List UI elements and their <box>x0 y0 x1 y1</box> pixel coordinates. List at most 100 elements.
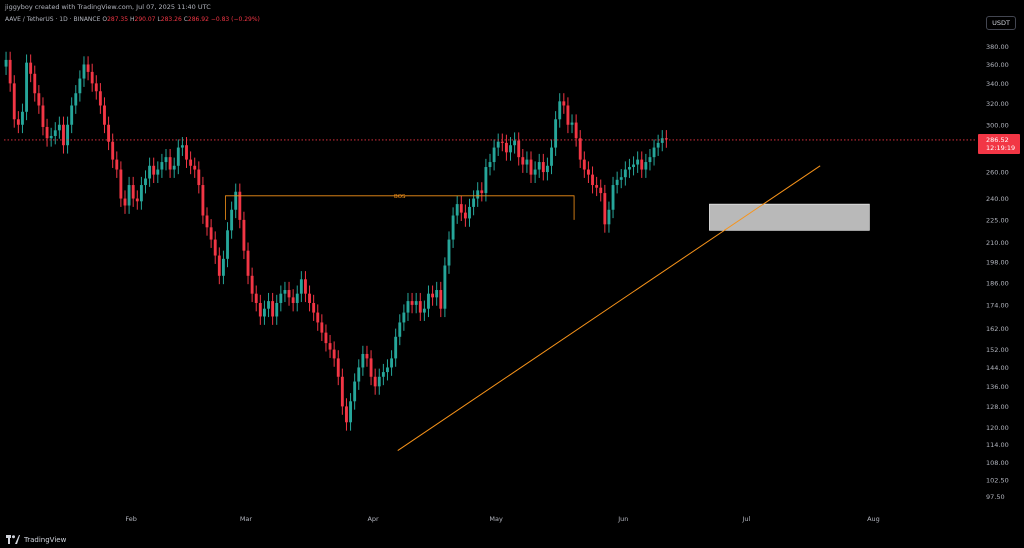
price-axis[interactable]: 380.00360.00340.00320.00300.00280.00260.… <box>986 43 1009 501</box>
demand-zone <box>709 203 870 231</box>
candle-body <box>611 185 615 210</box>
candle-body <box>283 290 287 294</box>
y-tick-label: 128.00 <box>986 403 1009 411</box>
candle-body <box>480 190 484 194</box>
candle-body <box>316 312 320 323</box>
candle-body <box>295 293 299 303</box>
candle-body <box>402 312 406 323</box>
ohlc-high: 290.07 <box>134 16 156 23</box>
y-tick-label: 144.00 <box>986 364 1009 372</box>
candle-body <box>336 358 340 377</box>
candle-body <box>275 302 279 317</box>
candle-body <box>123 198 127 206</box>
price-badge <box>978 133 1020 154</box>
candle-body <box>267 301 270 309</box>
y-tick-label: 114.00 <box>986 441 1009 449</box>
candle-body <box>41 105 45 127</box>
candle-body <box>246 250 250 276</box>
candle-body <box>8 59 12 84</box>
footer-brand: TradingView <box>24 535 67 544</box>
candle-body <box>135 198 139 202</box>
candle-body <box>414 301 418 305</box>
candle-body <box>628 167 631 170</box>
candle-body <box>431 293 435 298</box>
candle-body <box>562 101 566 106</box>
candle-body <box>504 142 508 153</box>
candle-body <box>57 124 61 131</box>
candle-body <box>599 187 603 194</box>
candle-body <box>595 185 599 188</box>
ohlc-open: 287.35 <box>107 16 129 23</box>
candle-body <box>435 290 439 298</box>
y-tick-label: 97.50 <box>986 493 1005 501</box>
candle-body <box>468 206 471 219</box>
candle-body <box>320 322 324 333</box>
y-tick-label: 186.00 <box>986 279 1009 287</box>
candle-body <box>529 159 533 175</box>
candle-body <box>25 62 28 112</box>
candle-body <box>386 367 389 373</box>
candle-body <box>492 147 496 163</box>
ohlc-close: 286.92 <box>187 16 209 23</box>
candle-body <box>603 193 607 225</box>
x-tick-label: May <box>489 515 503 523</box>
ohlc-high-prefix: H <box>129 16 135 23</box>
candle-body <box>164 157 168 163</box>
candle-body <box>172 165 176 170</box>
candle-body <box>16 119 20 125</box>
candle-body <box>517 140 521 158</box>
candle-body <box>197 169 201 186</box>
x-tick-label: Jul <box>741 515 750 523</box>
candle-body <box>86 64 90 72</box>
y-tick-label: 102.50 <box>986 476 1009 484</box>
candle-body <box>29 62 33 74</box>
candle-body <box>291 297 295 303</box>
candle-body <box>656 142 660 148</box>
candle-body <box>312 302 316 313</box>
candle-body <box>644 162 648 170</box>
candle-body <box>94 83 98 92</box>
author-line: jiggyboy created with TradingView.com, J… <box>5 3 211 11</box>
candle-body <box>664 138 668 140</box>
candle-body <box>398 322 402 337</box>
candle-body <box>632 164 635 168</box>
symbol-info[interactable]: AAVE / TetherUS · 1D · BINANCE O287.35 H… <box>5 16 260 23</box>
candle-body <box>550 147 553 166</box>
currency-button[interactable]: USDT <box>986 16 1016 30</box>
candle-body <box>566 105 570 125</box>
candle-body <box>332 349 336 359</box>
candle-body <box>455 204 459 216</box>
candle-body <box>521 157 525 165</box>
candle-body <box>12 83 16 120</box>
candle-body <box>45 126 49 139</box>
candle-body <box>98 91 102 106</box>
symbol-pair[interactable]: AAVE / TetherUS · 1D · BINANCE <box>5 16 101 23</box>
candles <box>4 51 668 431</box>
y-tick-label: 320.00 <box>986 100 1009 108</box>
x-tick-label: Feb <box>125 515 137 523</box>
candle-body <box>488 162 492 168</box>
candle-body <box>463 212 467 219</box>
candle-body <box>115 159 119 170</box>
candle-body <box>37 93 41 106</box>
candle-body <box>201 185 205 216</box>
candle-body <box>365 353 369 359</box>
y-tick-label: 152.00 <box>986 346 1009 354</box>
candle-body <box>271 301 275 317</box>
ohlc-open-prefix: O <box>102 16 108 23</box>
candle-body <box>586 169 590 175</box>
candle-body <box>221 258 225 276</box>
y-tick-label: 210.00 <box>986 239 1009 247</box>
candle-body <box>238 191 242 220</box>
candle-body <box>484 167 488 194</box>
candle-body <box>131 185 135 199</box>
candle-body <box>111 141 115 160</box>
time-axis[interactable]: Feb Mar Apr May Jun Jul Aug <box>125 515 879 523</box>
candle-body <box>258 302 262 317</box>
candle-body <box>394 336 398 359</box>
ohlc-change: −0.83 (−0.29%) <box>210 16 260 23</box>
candle-body <box>279 293 283 303</box>
candle-body <box>4 59 8 67</box>
